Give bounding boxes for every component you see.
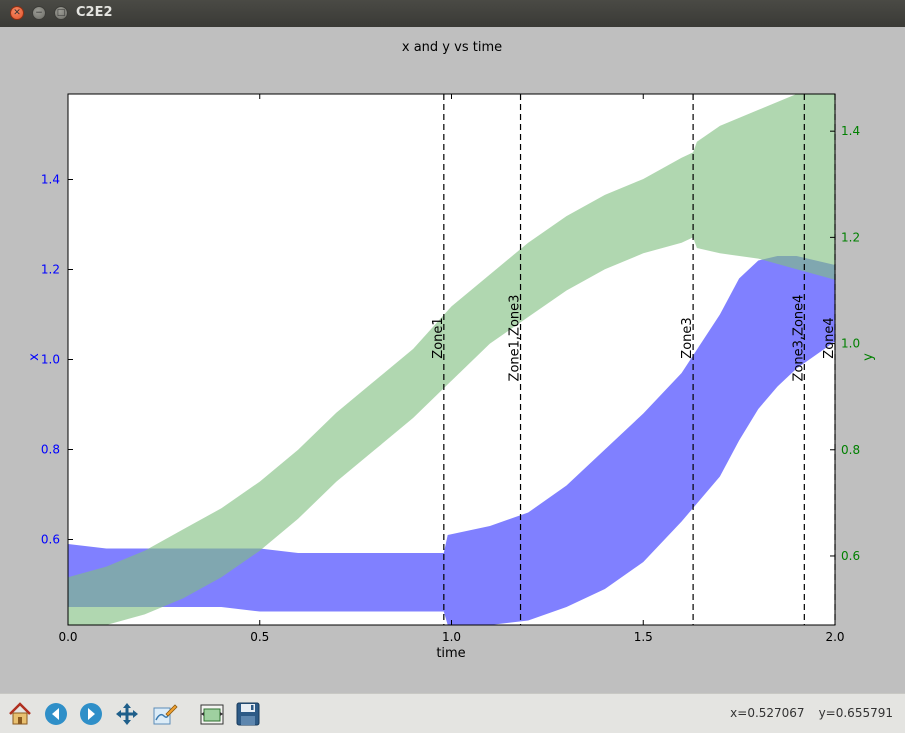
minimize-icon: − (35, 8, 43, 18)
maximize-window-button[interactable]: □ (54, 6, 68, 20)
right-tick-label: 1.4 (841, 124, 860, 138)
floppy-icon (236, 702, 260, 726)
navigation-toolbar: x=0.527067 y=0.655791 (0, 693, 905, 733)
window-titlebar: ✕ − □ C2E2 (0, 0, 905, 28)
home-icon (9, 702, 31, 725)
left-tick-label: 0.6 (41, 533, 60, 547)
subplots-button[interactable] (198, 700, 226, 728)
x-tick-label: 1.0 (442, 630, 461, 644)
maximize-icon: □ (56, 8, 66, 18)
left-axis-ticks: 0.6 0.8 1.0 1.2 1.4 (41, 173, 73, 547)
x-axis-ticks: 0.0 0.5 1.0 1.5 2.0 (58, 94, 845, 644)
back-button[interactable] (42, 700, 70, 728)
series-bands (68, 94, 835, 625)
minimize-window-button[interactable]: − (32, 6, 46, 20)
cursor-readout: x=0.527067 y=0.655791 (716, 706, 893, 720)
chart[interactable]: x and y vs time Zone1 Zone1,Zone3 Zone3 Zon… (0, 27, 905, 693)
pan-button[interactable] (113, 700, 141, 728)
window-title: C2E2 (76, 5, 113, 20)
zone-label: Zone1 (431, 317, 446, 358)
chart-title: x and y vs time (402, 40, 502, 55)
left-tick-label: 1.4 (41, 173, 60, 187)
right-tick-label: 0.8 (841, 443, 860, 457)
x-tick-label: 0.0 (58, 630, 77, 644)
edit-curves-button[interactable] (150, 700, 178, 728)
zone-label: Zone4 (822, 317, 837, 358)
zone-label: Zone3,Zone4 (791, 295, 806, 382)
home-button[interactable] (6, 700, 34, 728)
right-tick-label: 1.2 (841, 230, 860, 244)
zone-label: Zone3 (680, 317, 695, 358)
left-tick-label: 1.0 (41, 353, 60, 367)
left-axis-label: x (27, 353, 42, 361)
x-readout: x=0.527067 (730, 706, 805, 720)
right-axis-label: y (861, 353, 876, 361)
arrow-right-icon (80, 703, 102, 725)
right-axis-ticks: 0.6 0.8 1.0 1.2 1.4 (830, 124, 860, 563)
close-window-button[interactable]: ✕ (10, 6, 24, 20)
x-axis-label: time (436, 646, 465, 661)
left-tick-label: 1.2 (41, 263, 60, 277)
y-readout: y=0.655791 (818, 706, 893, 720)
y-series-band (68, 94, 835, 625)
right-tick-label: 1.0 (841, 337, 860, 351)
figure-canvas[interactable]: x and y vs time Zone1 Zone1,Zone3 Zone3 Zon… (0, 27, 905, 693)
forward-button[interactable] (77, 700, 105, 728)
zone-label: Zone1,Zone3 (508, 295, 523, 382)
x-tick-label: 0.5 (250, 630, 269, 644)
arrow-left-icon (45, 703, 67, 725)
move-icon (116, 703, 138, 725)
subplots-icon (200, 704, 224, 725)
right-tick-label: 0.6 (841, 549, 860, 563)
left-tick-label: 0.8 (41, 443, 60, 457)
x-series-band (68, 256, 835, 625)
close-icon: ✕ (13, 8, 21, 18)
edit-icon (153, 704, 178, 725)
x-tick-label: 2.0 (825, 630, 844, 644)
x-tick-label: 1.5 (634, 630, 653, 644)
save-button[interactable] (234, 700, 262, 728)
